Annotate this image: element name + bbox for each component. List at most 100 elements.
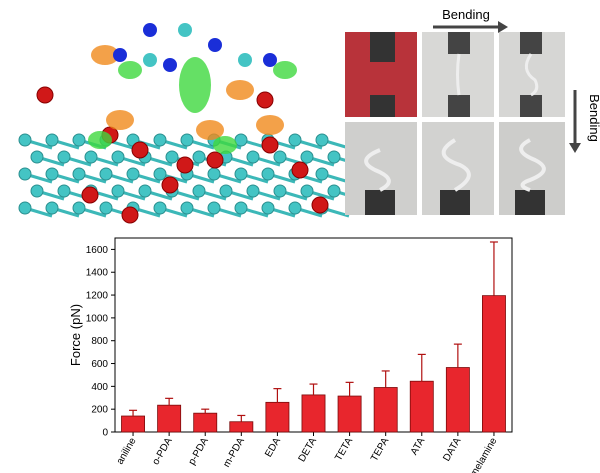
atom: [30, 184, 44, 198]
atom: [18, 201, 32, 215]
atom: [208, 38, 222, 52]
film: [524, 53, 539, 97]
film: [364, 148, 391, 192]
orbital: [88, 131, 112, 149]
atom: [45, 133, 59, 147]
atom: [234, 167, 248, 181]
atom: [273, 150, 287, 164]
atom: [263, 53, 277, 67]
clamp: [520, 95, 542, 117]
clamp: [370, 32, 395, 62]
atom: [261, 201, 275, 215]
bar: [301, 394, 326, 433]
orbital: [91, 45, 119, 65]
atom: [84, 150, 98, 164]
y-tick-label: 800: [91, 336, 108, 347]
atom: [288, 201, 302, 215]
bar: [265, 401, 290, 433]
atom: [72, 133, 86, 147]
atom: [161, 176, 179, 194]
atom: [99, 201, 113, 215]
atom: [99, 167, 113, 181]
atom: [207, 167, 221, 181]
atom: [246, 184, 260, 198]
atom: [111, 150, 125, 164]
film: [519, 138, 546, 192]
bar: [157, 404, 182, 433]
atom: [261, 167, 275, 181]
atom: [238, 53, 252, 67]
atom: [57, 150, 71, 164]
arrow-head: [498, 21, 508, 33]
bar: [482, 295, 506, 433]
atom: [153, 167, 167, 181]
y-tick-label: 200: [91, 405, 108, 416]
bar: [409, 380, 434, 433]
film: [456, 53, 461, 96]
atom: [57, 184, 71, 198]
atom: [36, 86, 54, 104]
atom: [121, 206, 139, 224]
orbital: [273, 61, 297, 79]
y-tick-label: 1600: [86, 245, 109, 256]
photo-grid: Bending Bending: [345, 7, 600, 215]
bar: [445, 367, 470, 433]
atom: [72, 201, 86, 215]
bar: [193, 412, 218, 433]
arrow-head: [569, 143, 581, 153]
atom: [219, 184, 233, 198]
atom: [180, 133, 194, 147]
atom: [153, 201, 167, 215]
atom: [72, 167, 86, 181]
orbital: [256, 115, 284, 135]
atom: [131, 141, 149, 159]
y-axis-label: Force (pN): [68, 304, 83, 366]
y-tick-label: 1400: [86, 268, 109, 279]
atom: [18, 133, 32, 147]
orbital: [106, 110, 134, 130]
clamp: [520, 32, 542, 54]
atom: [153, 133, 167, 147]
clamp: [370, 95, 395, 117]
clamp: [448, 95, 470, 117]
orbital: [213, 136, 237, 154]
bar: [373, 387, 398, 433]
arrow-label: Bending: [587, 94, 600, 142]
atom: [45, 167, 59, 181]
atom: [273, 184, 287, 198]
clamp: [365, 190, 395, 215]
clamp: [448, 32, 470, 54]
clamp: [440, 190, 470, 215]
y-tick-label: 1000: [86, 313, 109, 324]
atom: [311, 196, 329, 214]
atom: [315, 133, 329, 147]
orbital: [118, 61, 142, 79]
orbital: [196, 120, 224, 140]
atom: [207, 201, 221, 215]
atom: [300, 150, 314, 164]
atom: [288, 133, 302, 147]
atom: [315, 167, 329, 181]
orbital: [179, 57, 211, 113]
atom: [138, 184, 152, 198]
film: [441, 138, 471, 192]
atom: [113, 48, 127, 62]
atom: [143, 23, 157, 37]
y-tick-label: 600: [91, 359, 108, 370]
atom: [192, 150, 206, 164]
atom: [111, 184, 125, 198]
atom: [143, 53, 157, 67]
atom: [291, 161, 309, 179]
atom: [234, 133, 248, 147]
atom: [45, 201, 59, 215]
orbital: [226, 80, 254, 100]
atom: [126, 167, 140, 181]
atom: [327, 150, 341, 164]
bar: [121, 415, 145, 433]
atom: [206, 151, 224, 169]
atom: [30, 150, 44, 164]
atom: [18, 167, 32, 181]
atom: [234, 201, 248, 215]
